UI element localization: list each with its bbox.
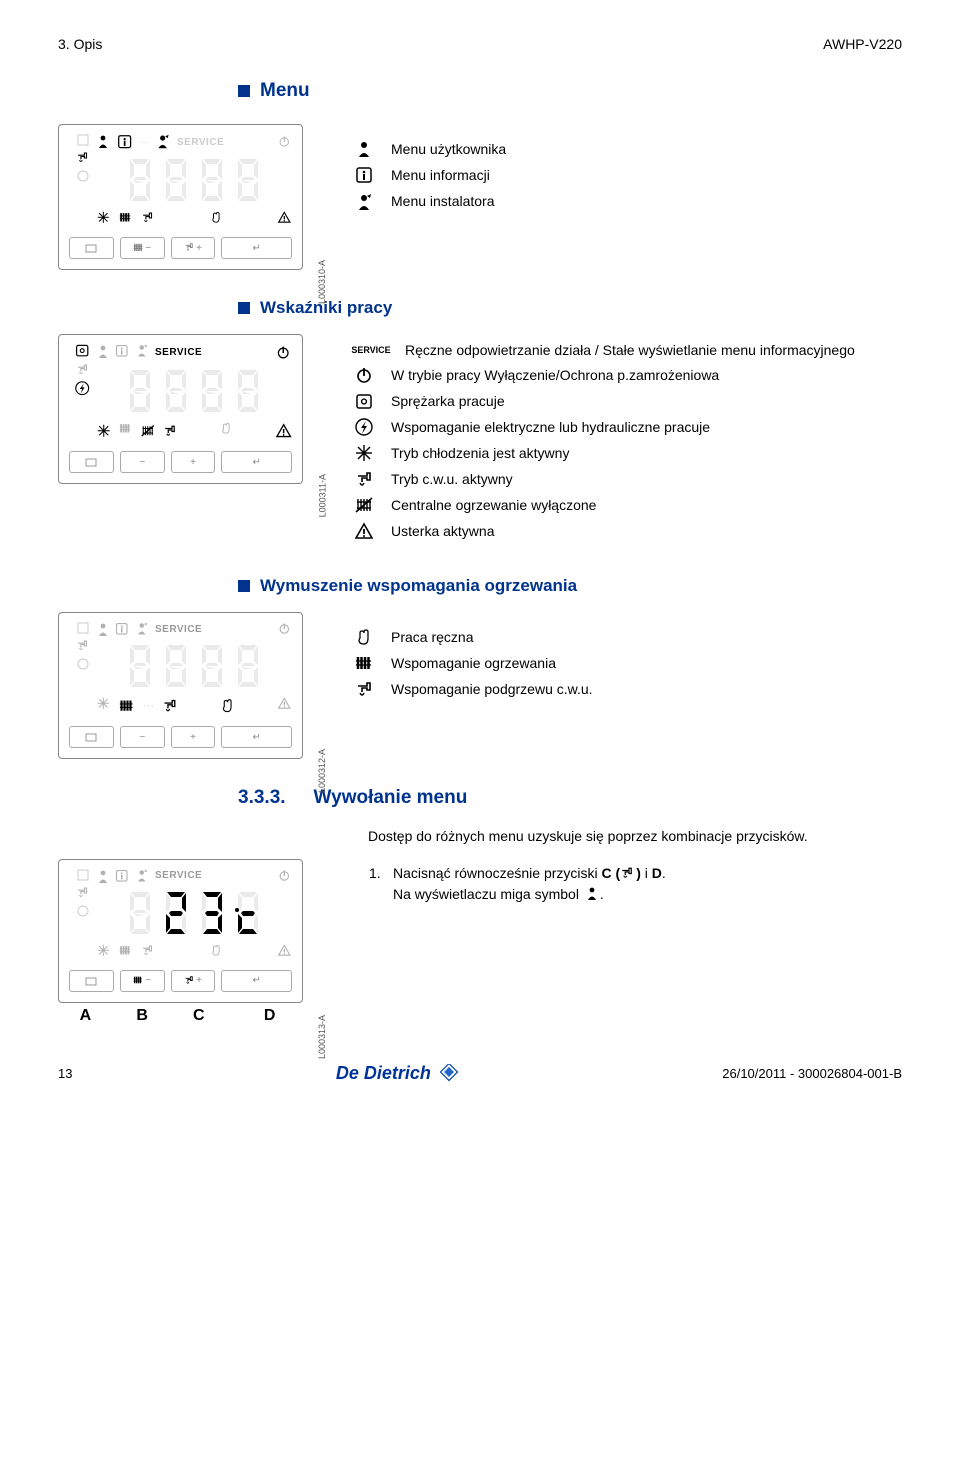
def-hand: Praca ręczna [351,628,902,646]
lcd-button: + [171,237,216,259]
lcd-button: − [120,726,165,748]
section-333-number: 3.3.3. [238,787,286,809]
lcd-button [69,237,114,259]
bullet-icon [238,302,250,314]
lcd-service-label: SERVICE [155,624,202,635]
step-text: Nacisnąć równocześnie przyciski C () i D… [393,863,666,905]
lcd-button-d: ↵ [221,970,292,992]
lcd-button-c: + [171,970,216,992]
lcd-figure-force: SERVICE ··· [58,612,323,759]
service-label-active: SERVICE [155,347,202,358]
doc-reference: 26/10/2011 - 300026804-001-B [722,1066,902,1081]
header-right: AWHP-V220 [823,36,902,52]
installer-icon [351,192,377,210]
button-labels-row: A B C D [58,1007,307,1025]
info-icon [351,166,377,184]
header-left: 3. Opis [58,36,102,52]
def-installer-menu: Menu instalatora [351,192,902,210]
hand-icon [351,628,377,646]
lcd-button: + [171,726,216,748]
def-tap2: Wspomaganie podgrzewu c.w.u. [351,680,902,698]
step-1: 1. Nacisnąć równocześnie przyciski C () … [369,863,902,905]
lcd-figure-333: SERVICE [58,859,323,1025]
def-warn: Usterka aktywna [351,522,902,540]
figure-code: L000312-A [317,749,327,793]
tap-icon [620,866,636,880]
def-compressor: Sprężarka pracuje [351,392,902,410]
tap-icon [351,680,377,698]
lcd-figure-menu: ··· SERVICE [58,124,323,270]
def-radiator: Centralne ogrzewanie wyłączone [351,496,902,514]
btn-label-c: C [175,1007,222,1025]
section-indicators-heading: Wskaźniki pracy [238,298,902,318]
lcd-button: − [120,237,165,259]
btn-label-a: A [62,1007,109,1025]
section-333-title: Wywołanie menu [314,787,468,809]
lcd-button [69,451,114,473]
bullet-icon [238,85,250,97]
def-tap: Tryb c.w.u. aktywny [351,470,902,488]
snow-icon [351,444,377,462]
figure-code: L000310-A [317,260,327,304]
btn-label-d: D [232,1007,307,1025]
step-number: 1. [369,863,385,905]
lcd-service-label: SERVICE [177,137,224,148]
lcd-service-label: SERVICE [155,870,202,881]
warn-icon [351,522,377,540]
lcd-button: + [171,451,216,473]
section-333-body: Dostęp do różnych menu uzyskuje się popr… [368,827,902,847]
lcd-button: − [120,451,165,473]
def-bolt: Wspomaganie elektryczne lub hydrauliczne… [351,418,902,436]
page-header: 3. Opis AWHP-V220 [58,36,902,52]
section-force-heading: Wymuszenie wspomagania ogrzewania [238,576,902,596]
diamond-icon [437,1064,459,1082]
figure-code: L000313-A [317,1015,327,1059]
lcd-button: ↵ [221,237,292,259]
def-power: W trybie pracy Wyłączenie/Ochrona p.zamr… [351,366,902,384]
tap-icon [351,470,377,488]
radiator-fill-icon [351,654,377,672]
section-333-heading: 3.3.3. Wywołanie menu [238,787,902,809]
section-menu-title: Menu [260,80,310,102]
lcd-button-a [69,970,114,992]
page-footer: 13 De Dietrich 26/10/2011 - 300026804-00… [58,1055,902,1084]
lcd-button-b: − [120,970,165,992]
power-icon [351,366,377,384]
person-icon [586,886,600,902]
def-snow: Tryb chłodzenia jest aktywny [351,444,902,462]
def-service: SERVICE Ręczne odpowietrzanie działa / S… [351,342,902,358]
lcd-button: ↵ [221,726,292,748]
figure-code: L000311-A [317,474,327,517]
def-info-menu: Menu informacji [351,166,902,184]
btn-label-b: B [119,1007,166,1025]
person-icon [351,140,377,158]
section-force-title: Wymuszenie wspomagania ogrzewania [260,576,577,596]
lcd-button: ↵ [221,451,292,473]
brand-logo: De Dietrich [336,1063,459,1084]
def-radiator-fill: Wspomaganie ogrzewania [351,654,902,672]
service-text-icon: SERVICE [351,345,391,355]
lcd-button [69,726,114,748]
section-menu-heading: Menu [238,80,902,102]
bolt-icon [351,418,377,436]
radiator-icon [351,496,377,514]
lcd-figure-indicators: SERVICE [58,334,323,484]
def-user-menu: Menu użytkownika [351,140,902,158]
page-number: 13 [58,1066,72,1081]
compressor-icon [351,392,377,410]
bullet-icon [238,580,250,592]
